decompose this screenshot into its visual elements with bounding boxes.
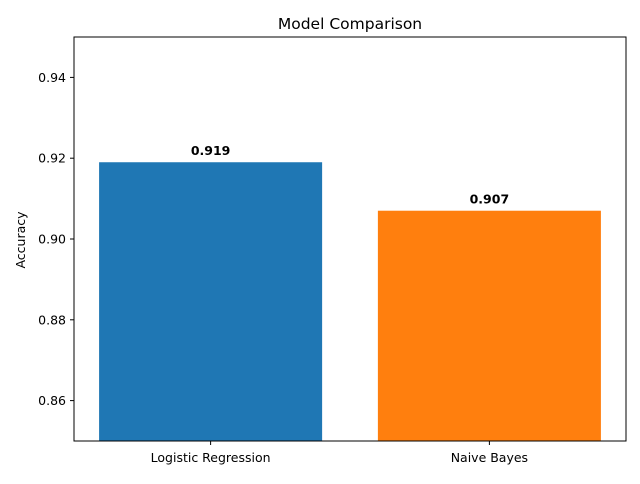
data-label-2: 0.907 — [470, 192, 510, 207]
x-tick-label-1: Logistic Regression — [151, 450, 271, 465]
y-tick-label-2: 0.88 — [38, 312, 66, 327]
data-labels-layer: 0.919 0.907 — [191, 143, 509, 206]
x-axis: Logistic Regression Naive Bayes — [151, 441, 528, 465]
y-tick-label-5: 0.94 — [38, 70, 66, 85]
y-axis: 0.86 0.88 0.90 0.92 0.94 — [38, 70, 74, 408]
plot-frame — [73, 36, 627, 442]
data-label-1: 0.919 — [191, 143, 231, 158]
chart-title: Model Comparison — [278, 15, 422, 33]
x-tick-label-2: Naive Bayes — [451, 450, 528, 465]
y-tick-label-1: 0.86 — [38, 393, 66, 408]
bar-1 — [99, 162, 323, 442]
y-tick-label-4: 0.92 — [38, 151, 66, 166]
y-axis-label: Accuracy — [13, 211, 28, 269]
bar-2 — [377, 210, 601, 441]
y-tick-label-3: 0.90 — [38, 232, 66, 247]
bars-layer — [99, 162, 601, 442]
